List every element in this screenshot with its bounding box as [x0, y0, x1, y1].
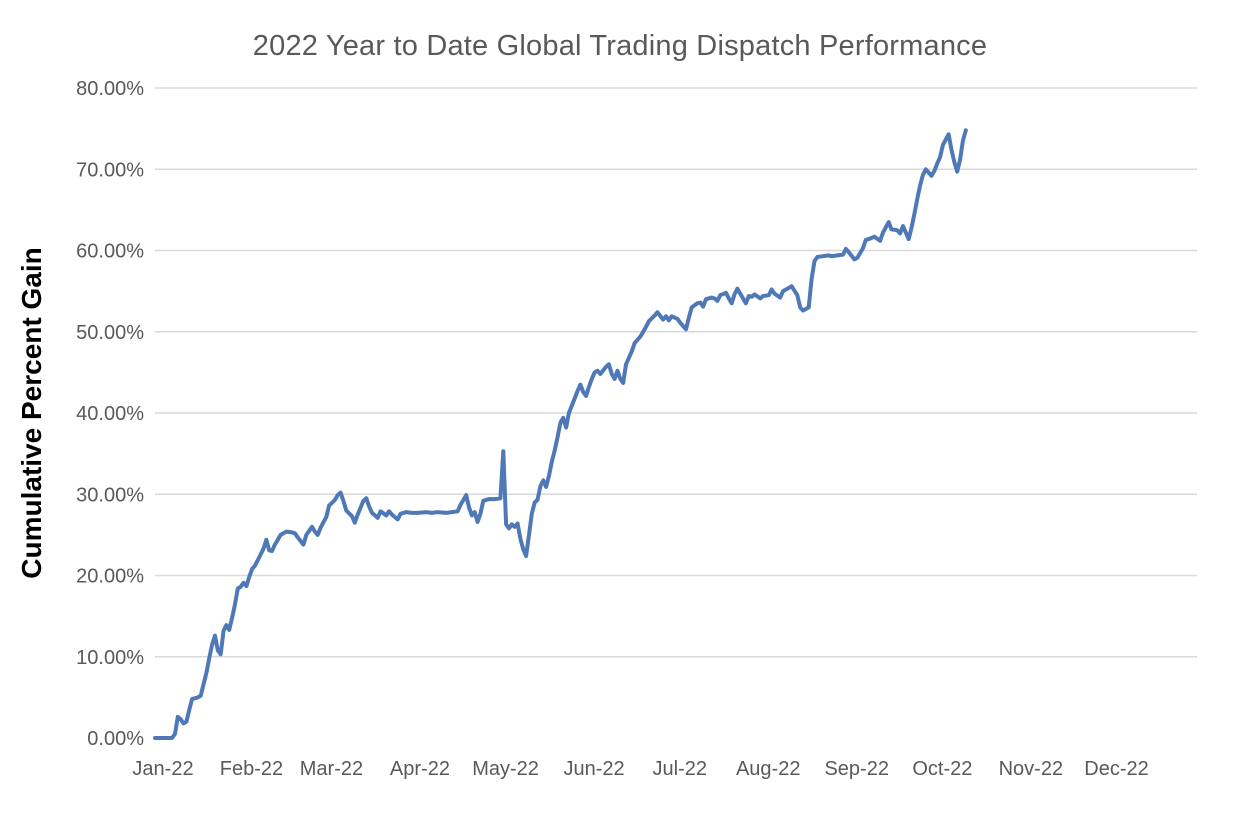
x-tick-label: Feb-22: [220, 758, 283, 780]
x-tick-label: Jun-22: [563, 758, 624, 780]
chart-title: 2022 Year to Date Global Trading Dispatc…: [252, 30, 988, 62]
y-tick-label: 60.00%: [76, 241, 144, 263]
x-tick-label: Sep-22: [824, 758, 889, 780]
x-tick-label: Jan-22: [132, 758, 193, 780]
x-tick-label: Apr-22: [390, 758, 450, 780]
y-tick-label: 70.00%: [76, 159, 144, 181]
gridlines: [155, 87, 1197, 658]
y-axis-tick-labels: 0.00% 10.00% 20.00% 30.00% 40.00% 50.00% 60.00…: [76, 78, 144, 750]
x-tick-label: Nov-22: [999, 758, 1063, 780]
y-tick-label: 30.00%: [76, 484, 144, 506]
y-tick-label: 80.00%: [76, 78, 144, 100]
y-tick-label: 10.00%: [76, 647, 144, 669]
y-tick-label: 20.00%: [76, 566, 144, 588]
x-tick-label: Jul-22: [652, 758, 706, 780]
x-tick-label: Aug-22: [736, 758, 801, 780]
y-tick-label: 50.00%: [76, 322, 144, 344]
y-tick-label: 40.00%: [76, 403, 144, 425]
y-tick-label: 0.00%: [87, 728, 144, 750]
performance-line: [153, 128, 968, 740]
x-tick-label: Mar-22: [300, 758, 363, 780]
x-tick-label: Oct-22: [912, 758, 972, 780]
x-axis-tick-labels: Jan-22 Feb-22 Mar-22 Apr-22 May-22 Jun-22 Jul-…: [132, 758, 1148, 780]
x-tick-label: May-22: [472, 758, 539, 780]
x-tick-label: Dec-22: [1084, 758, 1148, 780]
